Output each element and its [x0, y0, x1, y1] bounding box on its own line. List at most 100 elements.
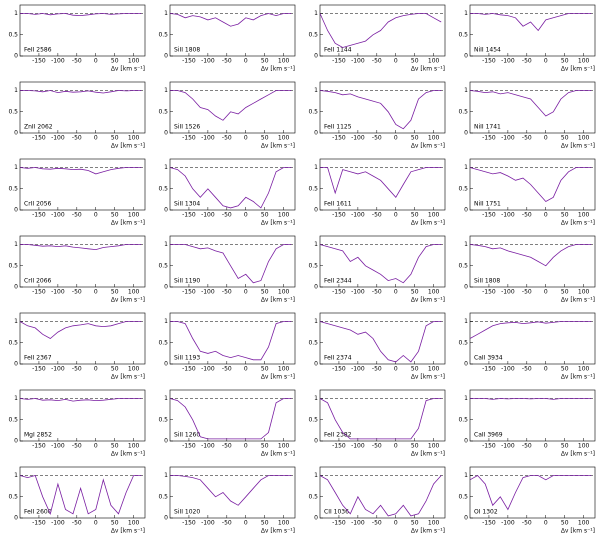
- y-tick-label: 1: [314, 241, 318, 248]
- x-tick-label: 100: [278, 520, 290, 527]
- x-tick-label: 50: [411, 212, 419, 219]
- y-tick-label: 0.5: [458, 416, 468, 423]
- x-tick-label: -150: [332, 443, 346, 450]
- x-tick-label: -150: [182, 443, 196, 450]
- y-tick-label: 0.5: [458, 493, 468, 500]
- panel-frame: [319, 235, 446, 288]
- x-tick-label: -50: [72, 520, 82, 527]
- spectrum-line: [170, 321, 292, 361]
- panel-frame: [319, 389, 446, 442]
- y-tick-label: 0: [14, 515, 18, 522]
- x-tick-label: 50: [411, 520, 419, 527]
- y-tick-label: 0.5: [458, 185, 468, 192]
- x-tick-label: -150: [182, 289, 196, 296]
- x-tick-label: -50: [522, 58, 532, 65]
- x-tick-label: -150: [182, 58, 196, 65]
- panel-frame: [169, 389, 296, 442]
- y-tick-label: 0: [164, 361, 168, 368]
- y-tick-label: 1: [164, 318, 168, 325]
- spectrum-line: [320, 167, 442, 198]
- x-axis-label: Δv [km s⁻¹]: [411, 220, 445, 227]
- x-tick-label: 100: [278, 366, 290, 373]
- x-tick-label: 50: [261, 212, 269, 219]
- y-tick-label: 0.5: [158, 339, 168, 346]
- x-tick-label: 50: [111, 366, 119, 373]
- panel-frame: [319, 158, 446, 211]
- y-tick-label: 0: [314, 53, 318, 60]
- x-tick-label: -50: [72, 366, 82, 373]
- y-tick-label: 1: [164, 241, 168, 248]
- line-label: SiII 1020: [174, 509, 200, 516]
- x-tick-label: -50: [222, 58, 232, 65]
- x-tick-label: -150: [182, 212, 196, 219]
- line-label: SiII 1304: [174, 201, 200, 208]
- y-tick-label: 0.5: [458, 339, 468, 346]
- y-tick-label: 1: [314, 10, 318, 17]
- panel-frame: [19, 158, 146, 211]
- y-tick-label: 1: [464, 318, 468, 325]
- x-tick-label: -100: [51, 58, 65, 65]
- x-tick-label: -50: [222, 135, 232, 142]
- x-tick-label: -100: [351, 366, 365, 373]
- x-tick-label: 50: [261, 135, 269, 142]
- y-tick-label: 0.5: [8, 262, 18, 269]
- y-tick-label: 0: [164, 438, 168, 445]
- x-tick-label: -150: [332, 289, 346, 296]
- y-tick-label: 0.5: [308, 108, 318, 115]
- x-axis-label: Δv [km s⁻¹]: [561, 528, 595, 535]
- x-tick-label: 100: [578, 366, 590, 373]
- x-tick-label: -50: [222, 520, 232, 527]
- x-tick-label: -100: [501, 366, 515, 373]
- line-label: SiII 1526: [174, 124, 200, 131]
- x-tick-label: -50: [372, 520, 382, 527]
- spectrum-line: [170, 475, 292, 506]
- x-tick-label: -150: [32, 289, 46, 296]
- x-axis-label: Δv [km s⁻¹]: [411, 528, 445, 535]
- x-tick-label: -150: [482, 366, 496, 373]
- y-tick-label: 1: [314, 318, 318, 325]
- line-label: CrII 2056: [24, 201, 52, 208]
- x-tick-label: 50: [561, 366, 569, 373]
- y-tick-label: 0: [314, 130, 318, 137]
- x-tick-label: 0: [94, 366, 98, 373]
- y-tick-label: 0: [14, 130, 18, 137]
- x-tick-label: -150: [32, 135, 46, 142]
- x-axis-label: Δv [km s⁻¹]: [261, 220, 295, 227]
- x-axis-label: Δv [km s⁻¹]: [111, 220, 145, 227]
- y-tick-label: 1: [14, 241, 18, 248]
- x-tick-label: -50: [372, 135, 382, 142]
- x-axis-label: Δv [km s⁻¹]: [111, 528, 145, 535]
- line-label: CaII 3969: [474, 432, 503, 439]
- x-tick-label: -50: [522, 443, 532, 450]
- x-tick-label: -150: [332, 366, 346, 373]
- x-tick-label: -150: [182, 366, 196, 373]
- x-tick-label: -50: [72, 443, 82, 450]
- x-tick-label: 100: [128, 520, 140, 527]
- panel-frame: [169, 4, 296, 57]
- line-label: FeII 2600: [24, 509, 52, 516]
- line-label: FeII 2367: [24, 355, 52, 362]
- x-axis-label: Δv [km s⁻¹]: [261, 297, 295, 304]
- x-tick-label: 50: [561, 58, 569, 65]
- panel-frame: [469, 235, 596, 288]
- y-tick-label: 0: [314, 207, 318, 214]
- line-label: NiII 1741: [474, 124, 501, 131]
- x-axis-label: Δv [km s⁻¹]: [561, 66, 595, 73]
- y-tick-label: 0: [14, 361, 18, 368]
- x-tick-label: -100: [501, 289, 515, 296]
- spectrum-line: [19, 167, 142, 175]
- x-tick-label: 0: [394, 212, 398, 219]
- x-tick-label: -100: [351, 443, 365, 450]
- x-tick-label: 50: [111, 289, 119, 296]
- y-tick-label: 0.5: [308, 185, 318, 192]
- x-tick-label: 50: [561, 289, 569, 296]
- x-tick-label: -50: [222, 366, 232, 373]
- y-tick-label: 0.5: [158, 493, 168, 500]
- line-label: FeII 1144: [324, 47, 352, 54]
- panel-frame: [169, 158, 296, 211]
- spectrum-line: [319, 398, 442, 440]
- spectrum-line: [19, 398, 142, 402]
- x-tick-label: 100: [278, 58, 290, 65]
- x-tick-label: -100: [501, 135, 515, 142]
- x-tick-label: 50: [561, 443, 569, 450]
